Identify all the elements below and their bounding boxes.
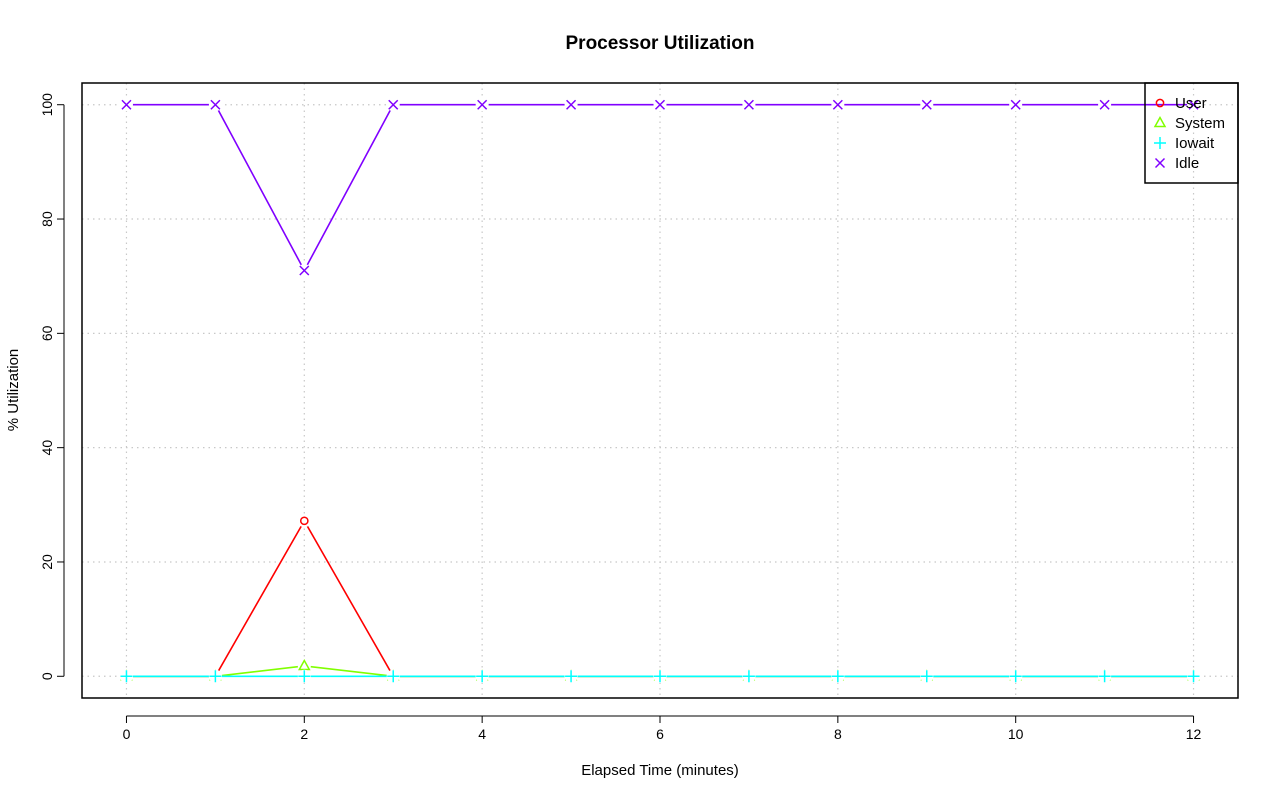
plot-frame <box>81 82 1239 699</box>
data-point-user <box>299 516 309 526</box>
x-tick-label: 2 <box>300 726 308 742</box>
legend-marker-idle <box>1154 157 1166 169</box>
data-point-idle <box>832 99 843 110</box>
legend: User System Iowait Idle <box>1144 82 1239 184</box>
y-tick-label: 100 <box>39 93 55 117</box>
series-group <box>119 98 1201 683</box>
legend-label-system: System <box>1175 115 1225 132</box>
legend-marker-system <box>1153 115 1167 128</box>
data-point-idle <box>1188 99 1199 110</box>
data-point-iowait <box>120 670 133 683</box>
x-tick-label: 10 <box>1008 726 1024 742</box>
data-point-idle <box>566 99 577 110</box>
axes: 0 2 4 6 8 10 12 0 20 40 60 80 100 <box>39 93 1202 742</box>
legend-marker-user <box>1155 98 1165 108</box>
legend-label-iowait: Iowait <box>1175 135 1215 152</box>
data-point-idle <box>299 265 310 276</box>
data-point-iowait <box>387 670 400 683</box>
data-point-idle <box>1099 99 1110 110</box>
x-tick-label: 6 <box>656 726 664 742</box>
data-point-system <box>298 658 311 671</box>
data-point-iowait <box>209 670 222 683</box>
data-point-iowait <box>476 670 489 683</box>
x-tick-label: 8 <box>834 726 842 742</box>
legend-box <box>1144 82 1239 184</box>
data-point-idle <box>477 99 488 110</box>
y-tick-label: 40 <box>39 440 55 456</box>
data-point-iowait <box>298 670 311 683</box>
data-point-idle <box>654 99 666 110</box>
data-point-iowait <box>1009 670 1022 683</box>
data-point-iowait <box>565 670 578 683</box>
legend-marker-iowait <box>1154 137 1166 149</box>
data-point-iowait <box>1187 670 1200 683</box>
data-point-iowait <box>654 670 666 683</box>
x-tick-label: 0 <box>123 726 131 742</box>
series-iowait <box>119 669 1201 683</box>
y-tick-label: 60 <box>39 325 55 341</box>
y-tick-label: 80 <box>39 211 55 227</box>
data-point-idle <box>121 99 132 110</box>
data-point-iowait <box>920 670 933 683</box>
data-point-idle <box>743 99 754 110</box>
data-point-iowait <box>831 670 844 683</box>
series-idle <box>119 98 1201 277</box>
y-tick-label: 20 <box>39 554 55 570</box>
data-point-idle <box>921 99 932 110</box>
data-point-idle <box>210 99 221 110</box>
x-axis-label: Elapsed Time (minutes) <box>581 762 739 779</box>
data-point-iowait <box>742 670 755 683</box>
x-tick-label: 4 <box>478 726 486 742</box>
point-gap-user <box>297 514 311 528</box>
y-tick-label: 0 <box>39 672 55 680</box>
data-point-idle <box>388 99 399 110</box>
x-tick-label: 12 <box>1186 726 1202 742</box>
legend-label-idle: Idle <box>1175 155 1199 172</box>
legend-label-user: User <box>1175 95 1207 112</box>
y-axis-label: % Utilization <box>5 349 22 432</box>
data-point-iowait <box>1098 670 1111 683</box>
chart-title: Processor Utilization <box>566 33 755 54</box>
data-point-idle <box>1010 99 1021 110</box>
